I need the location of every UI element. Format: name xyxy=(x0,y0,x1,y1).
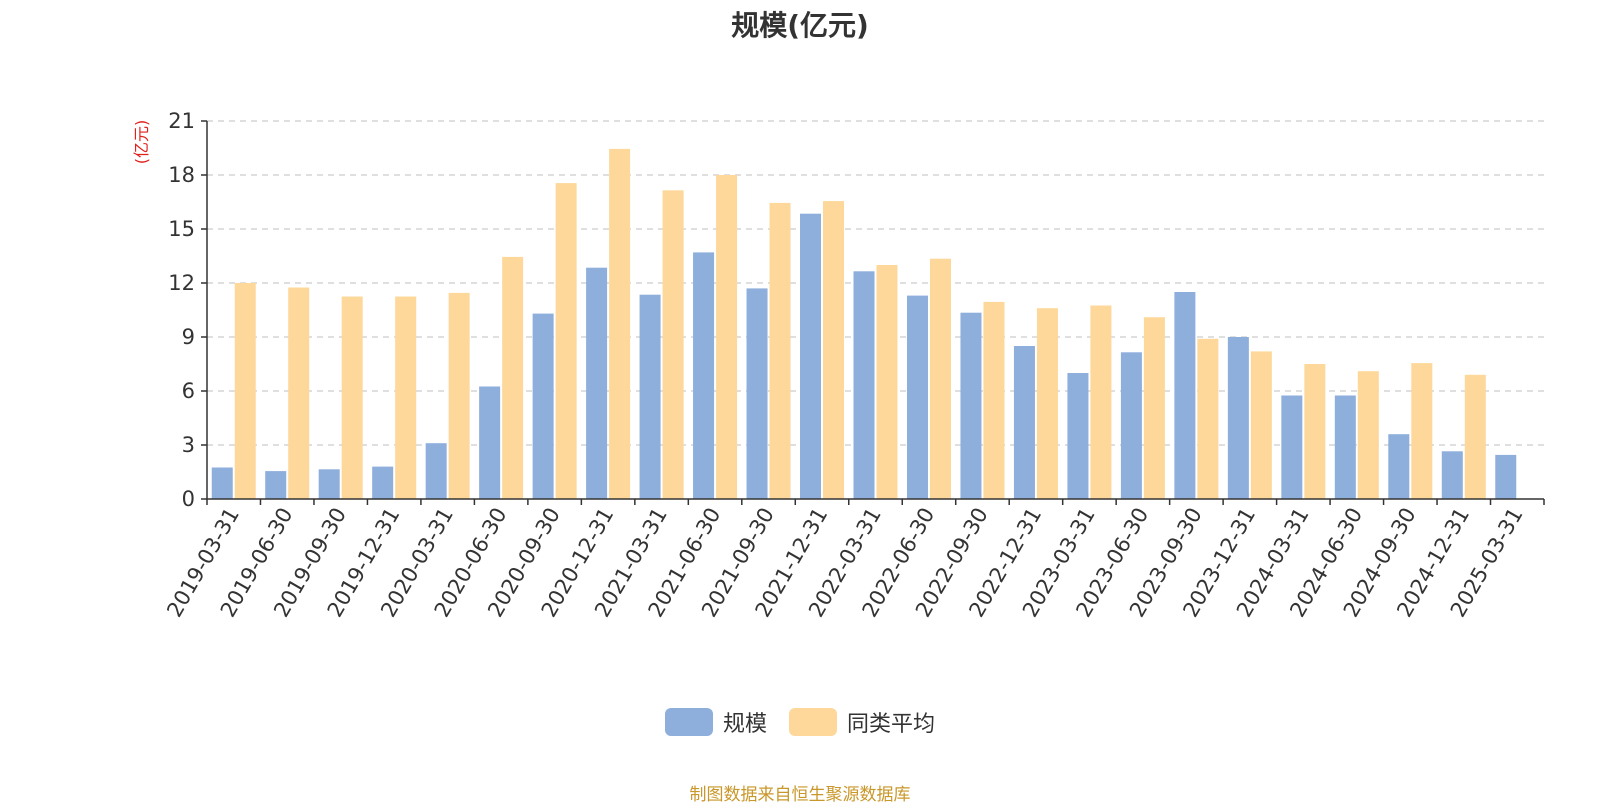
bar-peer-average[interactable] xyxy=(876,265,898,499)
legend-label-peer-average: 同类平均 xyxy=(847,712,936,737)
bar-scale[interactable] xyxy=(960,312,982,499)
bar-peer-average[interactable] xyxy=(234,283,256,499)
bar-scale[interactable] xyxy=(586,267,608,499)
bar-scale[interactable] xyxy=(800,213,822,499)
legend: 规模 同类平均 xyxy=(0,706,1600,738)
bar-peer-average[interactable] xyxy=(1357,371,1379,499)
bar-scale[interactable] xyxy=(1174,292,1196,499)
bars xyxy=(211,148,1517,500)
y-tick-label: 21 xyxy=(168,109,195,133)
y-tick-label: 15 xyxy=(168,217,195,241)
bar-peer-average[interactable] xyxy=(929,258,951,499)
bar-scale[interactable] xyxy=(1388,434,1410,499)
y-tick-label: 6 xyxy=(182,379,195,403)
bar-scale[interactable] xyxy=(1334,395,1356,500)
bar-peer-average[interactable] xyxy=(1090,305,1112,500)
y-tick-label: 3 xyxy=(182,433,195,457)
bar-scale[interactable] xyxy=(746,288,768,499)
bar-scale[interactable] xyxy=(853,271,875,499)
bar-peer-average[interactable] xyxy=(448,292,470,499)
bar-peer-average[interactable] xyxy=(769,202,791,499)
bar-scale[interactable] xyxy=(265,471,287,499)
bar-peer-average[interactable] xyxy=(1464,374,1486,499)
bar-scale[interactable] xyxy=(1495,454,1517,499)
bar-scale[interactable] xyxy=(318,469,340,499)
bar-peer-average[interactable] xyxy=(1143,317,1165,499)
bar-peer-average[interactable] xyxy=(502,256,524,499)
y-tick-label: 18 xyxy=(168,163,195,187)
bar-peer-average[interactable] xyxy=(716,175,738,499)
legend-item-scale[interactable]: 规模 xyxy=(664,706,767,738)
bar-peer-average[interactable] xyxy=(1250,351,1272,499)
bar-scale[interactable] xyxy=(1441,451,1463,499)
bar-scale[interactable] xyxy=(1281,395,1303,500)
bar-peer-average[interactable] xyxy=(1304,364,1326,499)
bar-peer-average[interactable] xyxy=(823,201,845,499)
bar-scale[interactable] xyxy=(479,386,501,500)
y-axis-label: (亿元) xyxy=(132,120,151,165)
legend-item-peer-average[interactable]: 同类平均 xyxy=(789,706,935,738)
bar-scale[interactable] xyxy=(1120,352,1142,499)
bar-peer-average[interactable] xyxy=(983,301,1005,499)
bar-peer-average[interactable] xyxy=(1411,363,1433,499)
bar-peer-average[interactable] xyxy=(555,183,577,499)
bar-scale[interactable] xyxy=(693,252,715,499)
chart-title: 规模(亿元) xyxy=(731,9,869,42)
legend-swatch-scale xyxy=(664,708,713,736)
bar-peer-average[interactable] xyxy=(609,148,631,499)
bar-peer-average[interactable] xyxy=(1197,338,1219,499)
bar-peer-average[interactable] xyxy=(662,190,684,500)
bar-peer-average[interactable] xyxy=(1036,308,1058,499)
bar-scale[interactable] xyxy=(425,443,447,499)
bar-scale[interactable] xyxy=(532,313,554,499)
y-tick-label: 12 xyxy=(168,271,195,295)
data-source-note: 制图数据来自恒生聚源数据库 xyxy=(689,785,911,805)
axes: 0369121518212019-03-312019-06-302019-09-… xyxy=(162,109,1545,621)
bar-scale[interactable] xyxy=(372,466,394,499)
legend-swatch-peer-average xyxy=(789,708,837,736)
bar-scale[interactable] xyxy=(906,295,928,499)
y-tick-label: 9 xyxy=(182,325,195,349)
bar-scale[interactable] xyxy=(1013,346,1035,499)
bar-scale[interactable] xyxy=(1067,373,1089,499)
bar-scale[interactable] xyxy=(211,467,233,500)
y-tick-label: 0 xyxy=(182,487,195,511)
bar-scale[interactable] xyxy=(639,294,661,499)
bar-peer-average[interactable] xyxy=(341,296,363,500)
bar-peer-average[interactable] xyxy=(288,287,310,500)
bar-peer-average[interactable] xyxy=(395,296,417,500)
legend-label-scale: 规模 xyxy=(722,712,767,737)
bar-scale[interactable] xyxy=(1227,337,1249,499)
